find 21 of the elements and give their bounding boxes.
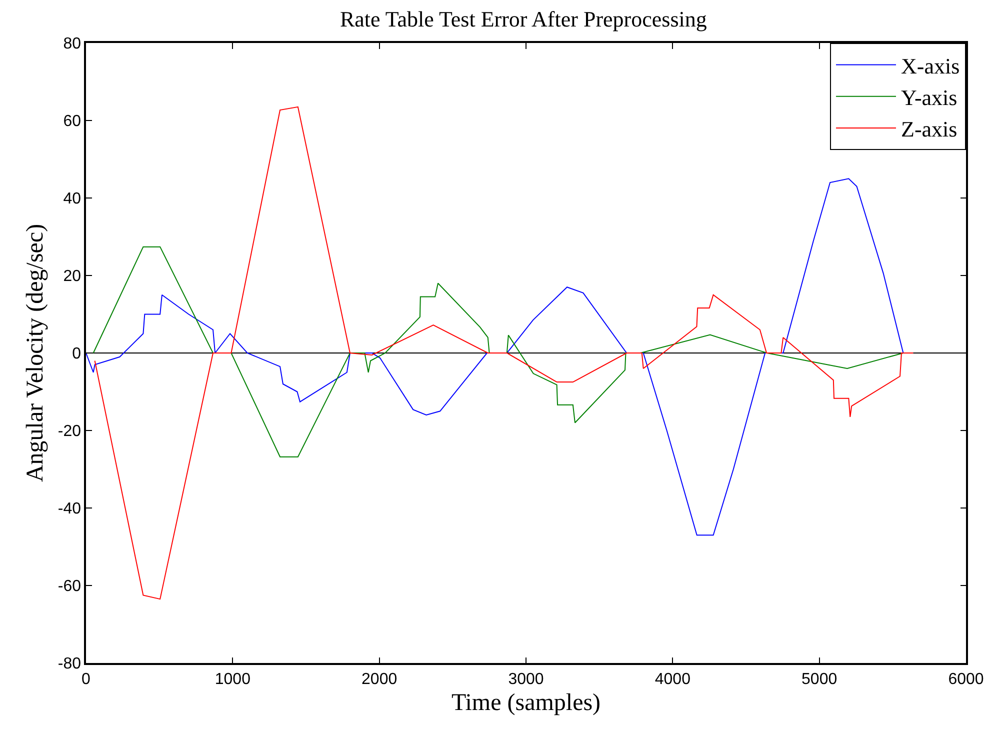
y-tick-label: -20 [58, 423, 82, 440]
y-tick-label: -80 [58, 656, 82, 673]
x-tick-label: 1000 [214, 670, 251, 688]
x-axis-title: Time (samples) [451, 690, 601, 716]
legend-label: X-axis [901, 53, 960, 78]
legend-label: Z-axis [901, 116, 958, 142]
legend-label: Y-axis [901, 84, 958, 110]
y-tick-label: -40 [58, 500, 82, 518]
y-tick-label: -60 [58, 578, 82, 596]
y-tick-label: 80 [63, 36, 82, 53]
y-tick-label: 0 [72, 346, 82, 363]
y-tick-label: 20 [63, 268, 82, 286]
x-tick-label: 2000 [362, 670, 398, 688]
y-tick-label: 60 [63, 113, 82, 130]
y-tick-label: 40 [63, 190, 82, 208]
y-axis-title: Angular Velocity (deg/sec) [22, 224, 49, 482]
x-tick-label: 4000 [654, 670, 691, 688]
x-tick-label: 5000 [802, 670, 838, 688]
x-tick-label: 6000 [948, 670, 984, 688]
x-tick-label: 3000 [508, 670, 544, 688]
chart-title: Rate Table Test Error After Preprocessing [340, 6, 707, 32]
